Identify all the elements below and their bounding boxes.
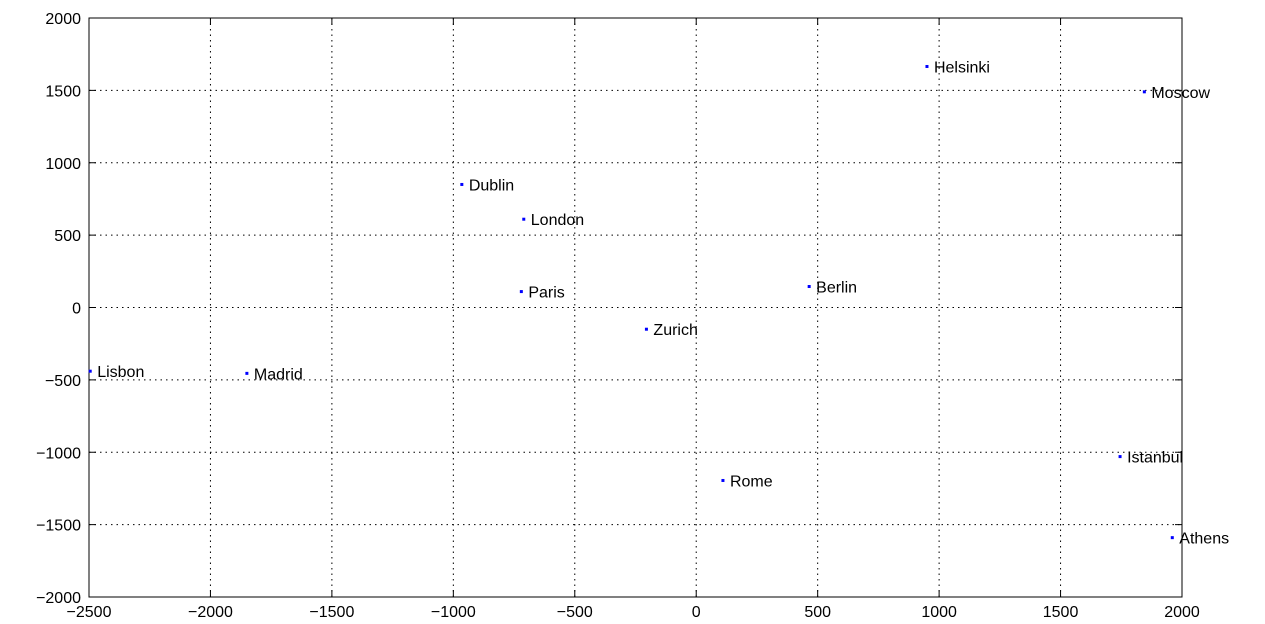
y-tick-label: −1500 [36, 518, 81, 535]
data-point [644, 327, 648, 331]
data-point [1170, 536, 1174, 540]
point-label: Istanbul [1127, 450, 1183, 467]
data-point [88, 369, 92, 373]
data-point [519, 290, 523, 294]
y-tick-label: 1000 [45, 156, 81, 173]
data-point [522, 217, 526, 221]
y-tick-label: 2000 [45, 11, 81, 28]
y-tick-label: 500 [54, 228, 81, 245]
plot-area-frame [88, 17, 1183, 598]
x-tick-label: 1500 [1043, 604, 1079, 621]
point-label: Helsinki [934, 59, 990, 76]
x-tick-label: −2500 [67, 604, 112, 621]
point-label: Paris [528, 285, 564, 302]
point-labels: Helsinki Moscow Dublin London Paris Berlin Zur… [97, 59, 1229, 547]
point-label: Zurich [653, 322, 697, 339]
x-tick-label: −500 [557, 604, 593, 621]
x-tick-label: 1000 [921, 604, 957, 621]
point-label: Rome [730, 473, 773, 490]
y-axis-tick-labels: 2000 1500 1000 500 0 −500 −1000 −1500 −2000 [36, 11, 81, 607]
x-tick-label: −2000 [188, 604, 233, 621]
data-point [721, 478, 725, 482]
x-axis-tick-labels: −2500 −2000 −1500 −1000 −500 0 500 1000 1500 2000 [67, 604, 1200, 621]
point-label: Athens [1179, 531, 1229, 548]
y-tick-label: −500 [45, 373, 81, 390]
x-tick-label: −1500 [309, 604, 354, 621]
data-point [245, 371, 249, 375]
y-tick-label: 0 [72, 301, 81, 318]
point-label: Lisbon [97, 364, 144, 381]
point-label: Madrid [254, 366, 303, 383]
y-tick-label: −2000 [36, 590, 81, 607]
tick-marks [88, 17, 1183, 598]
data-point [460, 182, 464, 186]
data-points [88, 64, 1174, 540]
point-label: Moscow [1151, 85, 1210, 102]
data-point [1142, 90, 1146, 94]
x-tick-label: 500 [804, 604, 831, 621]
x-tick-label: 2000 [1164, 604, 1200, 621]
grid-lines [89, 18, 1182, 597]
data-point [925, 64, 929, 68]
data-point [807, 285, 811, 289]
y-tick-label: 1500 [45, 83, 81, 100]
x-tick-label: 0 [692, 604, 701, 621]
point-label: Berlin [816, 280, 857, 297]
point-label: London [531, 212, 584, 229]
point-label: Dublin [469, 177, 514, 194]
y-tick-label: −1000 [36, 445, 81, 462]
data-point [1118, 455, 1122, 459]
x-tick-label: −1000 [431, 604, 476, 621]
